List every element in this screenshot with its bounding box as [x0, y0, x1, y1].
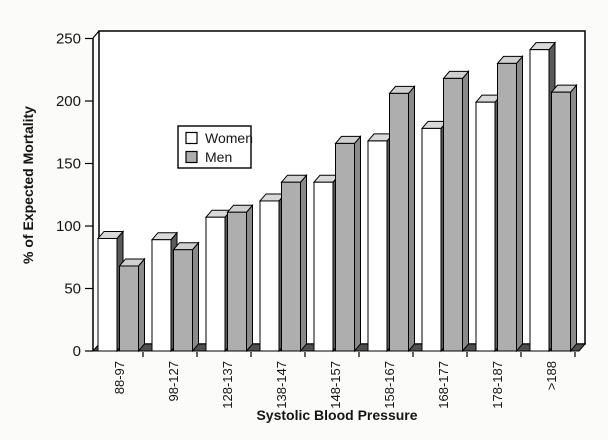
bar-men-138-147 — [280, 173, 308, 353]
bar-men-148-157 — [334, 135, 362, 353]
cat-label-gt188: >188 — [544, 361, 559, 390]
wall-top-left-bevel — [92, 30, 100, 39]
y-axis-tick-labels: 0 50 100 150 200 250 — [56, 31, 81, 361]
y-tick-label-150: 150 — [56, 156, 81, 173]
bar-men-168-177 — [442, 70, 470, 353]
y-tick-label-50: 50 — [64, 281, 81, 298]
cat-label-98-127: 98-127 — [166, 361, 181, 401]
x-axis-title: Systolic Blood Pressure — [256, 407, 417, 423]
cat-label-158-167: 158-167 — [382, 361, 397, 409]
cat-label-148-157: 148-157 — [328, 361, 343, 409]
legend-label-men: Men — [205, 149, 232, 165]
cat-label-178-187: 178-187 — [490, 361, 505, 409]
bar-women-88-97 — [96, 230, 125, 353]
legend-swatch-women — [185, 131, 198, 145]
legend-swatch-men — [185, 150, 198, 164]
bar-men-178-187 — [496, 55, 524, 353]
y-tick-label-100: 100 — [56, 218, 81, 235]
bar-men-88-97 — [118, 257, 146, 353]
bar-men->188 — [550, 83, 578, 353]
y-tick-label-250: 250 — [56, 31, 81, 48]
bar-men-158-167 — [388, 85, 416, 353]
cat-label-138-147: 138-147 — [274, 361, 289, 409]
legend: Women Men — [177, 125, 253, 169]
cat-label-168-177: 168-177 — [436, 361, 451, 409]
legend-label-women: Women — [205, 130, 253, 146]
bar-men-128-137 — [226, 203, 254, 353]
x-axis-ticks — [142, 352, 576, 357]
y-axis-title: % of Expected Mortality — [20, 106, 36, 264]
y-tick-label-0: 0 — [73, 343, 81, 360]
y-tick-label-200: 200 — [56, 93, 81, 110]
cat-label-88-97: 88-97 — [112, 361, 127, 394]
x-axis-category-labels: 88-97 98-127 128-137 138-147 148-157 158… — [112, 361, 559, 409]
y-axis-ticks — [85, 37, 93, 352]
bar-men-98-127 — [172, 241, 200, 353]
cat-label-128-137: 128-137 — [220, 361, 235, 409]
bars-layer — [96, 41, 578, 353]
